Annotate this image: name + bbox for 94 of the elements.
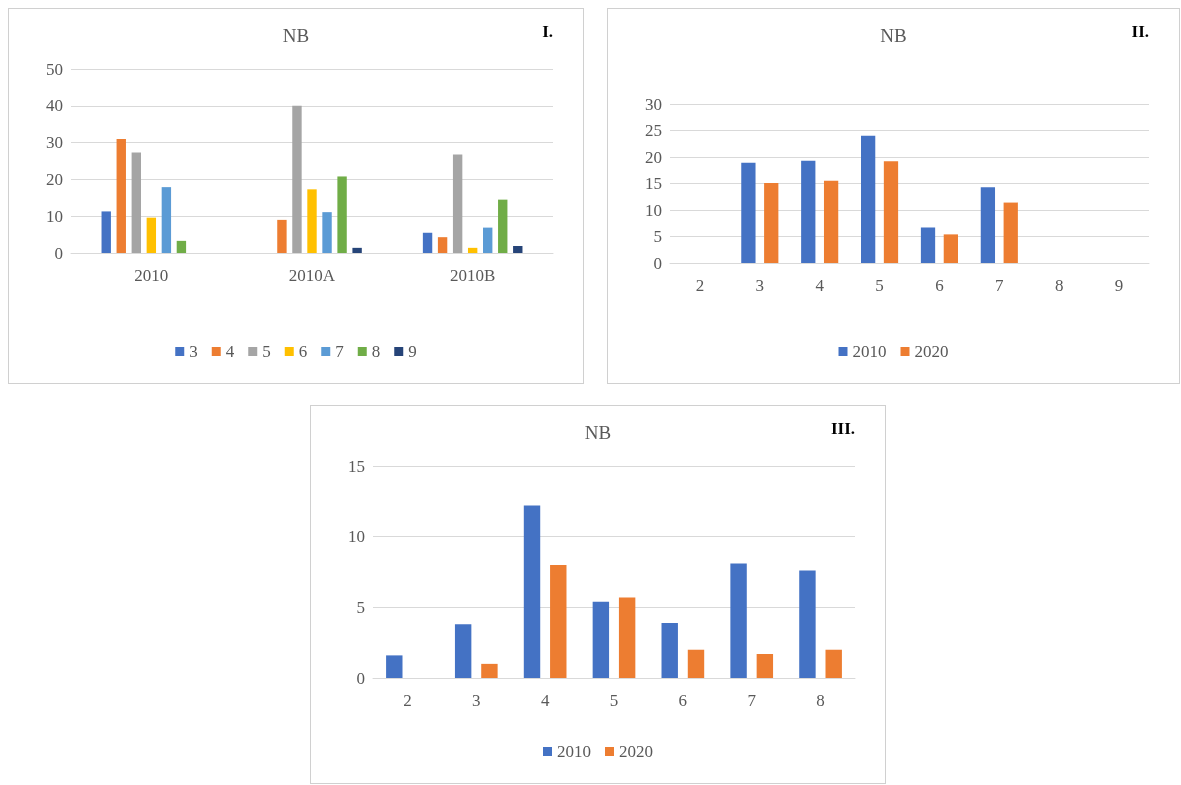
y-tick-label: 0: [54, 243, 63, 263]
bar: [943, 234, 958, 263]
bar: [146, 217, 157, 253]
y-tick-label: 0: [356, 668, 365, 688]
bar: [498, 199, 508, 253]
legend-label: 2020: [914, 342, 949, 361]
bar: [513, 246, 523, 253]
chart-title: NB: [584, 422, 612, 443]
bar: [386, 655, 403, 678]
bar: [550, 564, 567, 678]
y-tick-label: 50: [46, 59, 63, 79]
y-tick-label: 0: [653, 253, 662, 273]
x-tick-label: 3: [472, 691, 481, 710]
chart-title: NB: [880, 25, 907, 46]
bar: [454, 624, 472, 678]
bar: [730, 563, 747, 678]
bar: [452, 154, 463, 253]
chart-title: NB: [282, 25, 310, 46]
bar: [467, 247, 478, 253]
x-tick-label: 5: [875, 276, 884, 295]
bar: [277, 219, 287, 253]
bar: [176, 240, 187, 253]
legend-label: 9: [408, 342, 417, 361]
x-tick-label: 2010A: [288, 266, 336, 285]
y-tick-label: 5: [356, 597, 365, 617]
bar: [741, 162, 756, 263]
y-tick-label: 10: [348, 527, 365, 547]
legend-label: 2020: [619, 742, 653, 761]
text: III.: [830, 419, 856, 438]
y-tick-label: 30: [46, 133, 63, 153]
bar: [523, 505, 541, 678]
x-tick-label: 4: [815, 276, 825, 295]
y-tick-label: 40: [46, 96, 63, 116]
x-tick-label: 7: [995, 276, 1005, 295]
bar: [307, 189, 317, 253]
x-tick-label: 6: [678, 691, 688, 710]
legend-label: 6: [298, 342, 308, 361]
x-tick-label: 7: [747, 691, 757, 710]
bar: [592, 601, 610, 678]
bar: [481, 663, 498, 678]
x-tick-label: 5: [609, 691, 619, 710]
bar: [352, 247, 362, 253]
x-tick-label: 2010B: [449, 266, 496, 285]
bar: [823, 180, 839, 263]
x-tick-label: 8: [1054, 276, 1064, 295]
bar: [161, 187, 172, 253]
y-tick-label: 20: [645, 147, 662, 167]
legend-label: 2010: [557, 742, 591, 761]
x-tick-label: 2010: [134, 266, 169, 285]
legend-label: 3: [189, 342, 198, 361]
legend-label: 7: [335, 342, 345, 361]
bar: [920, 227, 936, 263]
legend-label: 8: [371, 342, 381, 361]
x-tick-label: 3: [755, 276, 765, 295]
x-tick-label: 2: [695, 276, 705, 295]
bar: [825, 649, 842, 678]
bar: [292, 105, 302, 253]
bar: [756, 653, 774, 678]
text: II.: [1131, 22, 1149, 41]
x-tick-label: 6: [935, 276, 944, 295]
bar: [764, 182, 779, 263]
bar: [101, 211, 111, 253]
bar: [483, 227, 493, 253]
bar: [801, 160, 816, 263]
y-tick-label: 25: [645, 121, 662, 140]
bar: [422, 232, 433, 253]
bar: [337, 176, 347, 253]
y-tick-label: 10: [645, 200, 662, 220]
y-tick-label: 10: [46, 206, 63, 226]
y-tick-label: 15: [645, 174, 662, 193]
bar: [322, 212, 332, 253]
bar: [883, 161, 899, 263]
x-tick-label: 8: [816, 691, 825, 710]
bar: [131, 152, 141, 253]
legend-label: 5: [262, 342, 271, 361]
text: I.: [542, 22, 554, 41]
legend-label: 2010: [852, 342, 887, 361]
bar: [437, 237, 448, 253]
x-tick-label: 4: [540, 691, 550, 710]
bar: [1003, 202, 1018, 263]
bar: [116, 138, 126, 253]
bar: [980, 187, 996, 263]
y-tick-label: 20: [46, 169, 63, 189]
bar: [861, 135, 876, 263]
y-tick-label: 5: [653, 227, 662, 246]
bar: [799, 570, 816, 678]
y-tick-label: 15: [348, 456, 365, 476]
bar: [618, 597, 636, 678]
x-tick-label: 9: [1114, 276, 1124, 295]
x-tick-label: 2: [403, 691, 412, 710]
bar: [661, 622, 678, 678]
y-tick-label: 30: [645, 94, 662, 114]
bar: [687, 649, 705, 678]
legend-label: 4: [225, 342, 235, 361]
